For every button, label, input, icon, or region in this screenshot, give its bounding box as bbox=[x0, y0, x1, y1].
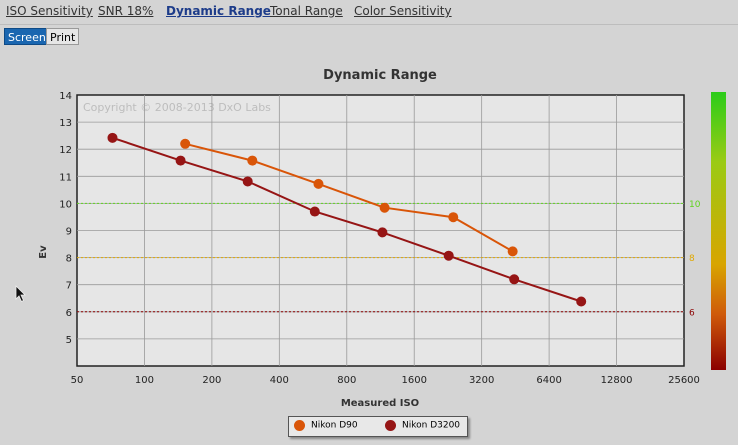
screen-button[interactable]: Screen bbox=[4, 28, 50, 45]
legend-label-d3200: Nikon D3200 bbox=[402, 420, 461, 431]
y-axis-label: Ev bbox=[38, 245, 49, 259]
reference-lines: 10 8 6 bbox=[77, 200, 701, 318]
x-tick-label: 3200 bbox=[469, 375, 494, 386]
series-line bbox=[184, 142, 514, 253]
print-button[interactable]: Print bbox=[46, 28, 80, 45]
tab-color-sensitivity[interactable]: Color Sensitivity bbox=[354, 4, 452, 18]
data-point[interactable] bbox=[180, 138, 191, 149]
data-point[interactable] bbox=[107, 132, 118, 143]
data-point[interactable] bbox=[576, 296, 587, 307]
data-point[interactable] bbox=[379, 202, 390, 213]
tab-tonal-range[interactable]: Tonal Range bbox=[270, 4, 343, 18]
series-group bbox=[107, 132, 587, 307]
tab-bar: ISO Sensitivity SNR 18% Dynamic Range To… bbox=[0, 0, 738, 25]
x-tick-label: 1600 bbox=[401, 375, 426, 386]
tab-iso-sensitivity[interactable]: ISO Sensitivity bbox=[6, 4, 93, 18]
y-tick-label: 5 bbox=[66, 335, 72, 346]
x-tick-label: 100 bbox=[135, 375, 154, 386]
data-point[interactable] bbox=[313, 178, 324, 189]
x-tick-label: 12800 bbox=[601, 375, 633, 386]
y-tick-label: 13 bbox=[59, 118, 72, 129]
data-point[interactable] bbox=[175, 155, 186, 166]
data-point[interactable] bbox=[507, 246, 518, 257]
y-tick-label: 14 bbox=[59, 91, 72, 102]
x-tick-label: 800 bbox=[337, 375, 356, 386]
legend-item-d90[interactable]: Nikon D90 bbox=[294, 420, 358, 431]
x-tick-label: 6400 bbox=[536, 375, 561, 386]
legend-marker-d3200 bbox=[385, 420, 396, 431]
y-tick-label: 6 bbox=[66, 308, 72, 319]
data-point[interactable] bbox=[377, 227, 388, 238]
chart-title: Dynamic Range bbox=[323, 68, 437, 83]
data-point[interactable] bbox=[309, 206, 320, 217]
data-point[interactable] bbox=[443, 250, 454, 261]
colorbar bbox=[711, 92, 726, 370]
data-point[interactable] bbox=[242, 176, 253, 187]
y-tick-label: 9 bbox=[66, 227, 72, 238]
reference-line-label: 6 bbox=[689, 308, 695, 318]
x-tick-label: 200 bbox=[202, 375, 221, 386]
watermark: Copyright © 2008-2013 DxO Labs bbox=[83, 101, 271, 114]
y-tick-label: 7 bbox=[66, 281, 72, 292]
legend-marker-d90 bbox=[294, 420, 305, 431]
legend: Nikon D90 Nikon D3200 bbox=[288, 416, 468, 437]
tab-dynamic-range[interactable]: Dynamic Range bbox=[166, 4, 271, 18]
x-tick-label: 50 bbox=[71, 375, 84, 386]
y-tick-label: 8 bbox=[66, 254, 72, 265]
y-tick-label: 11 bbox=[59, 172, 72, 183]
x-axis-label: Measured ISO bbox=[341, 398, 419, 409]
data-point[interactable] bbox=[247, 155, 258, 166]
axis-ticks: 50 100 200 400 800 1600 3200 6400 12800 25600 5 6 7 8… bbox=[59, 91, 700, 386]
tab-snr-18[interactable]: SNR 18% bbox=[98, 4, 154, 18]
x-tick-label: 25600 bbox=[668, 375, 700, 386]
series-line bbox=[112, 136, 582, 303]
legend-item-d3200[interactable]: Nikon D3200 bbox=[385, 420, 460, 431]
legend-label-d90: Nikon D90 bbox=[311, 420, 358, 431]
x-tick-label: 400 bbox=[270, 375, 289, 386]
reference-line-label: 10 bbox=[689, 200, 701, 210]
data-point[interactable] bbox=[448, 212, 459, 223]
data-point[interactable] bbox=[509, 274, 520, 285]
y-tick-label: 12 bbox=[59, 145, 72, 156]
y-tick-label: 10 bbox=[59, 199, 72, 210]
mouse-cursor-icon bbox=[15, 285, 26, 303]
reference-line-label: 8 bbox=[689, 254, 695, 264]
